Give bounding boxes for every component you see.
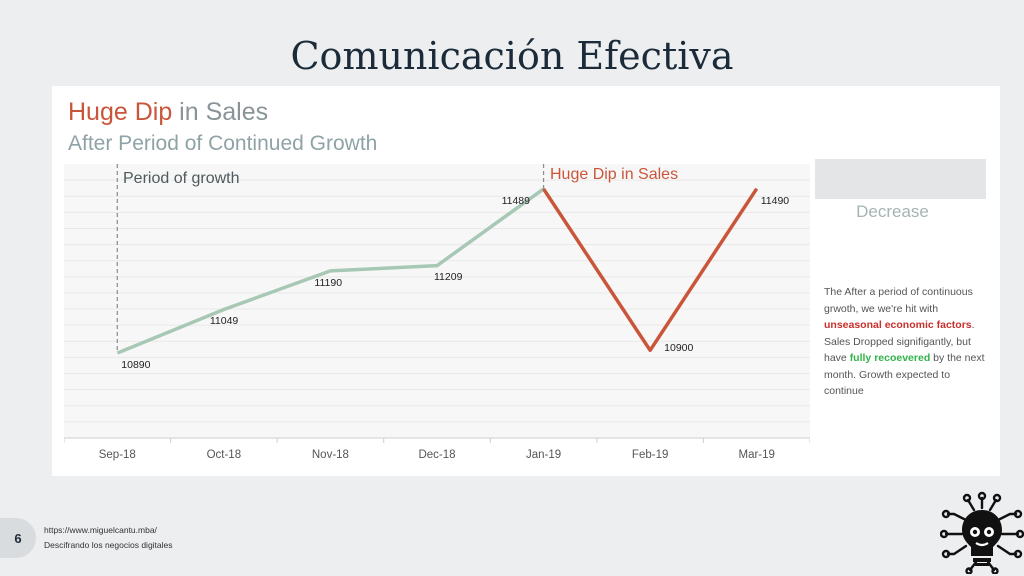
chart-subtitle: After Period of Continued Growth: [68, 132, 378, 155]
x-tick-label-mar-19: Mar-19: [738, 449, 775, 461]
x-tick-label-jan-19: Jan-19: [525, 449, 562, 461]
legend-swatch: [815, 159, 986, 199]
data-label-feb-19: 10900: [664, 342, 694, 355]
growth-period-label: Period of growth: [123, 170, 240, 187]
data-label-sep-18: 10890: [121, 359, 151, 372]
note-highlight-red: unseasonal economic factors: [824, 319, 972, 331]
dip-series-line: [542, 187, 759, 353]
annotation-note: The After a period of continuous grwoth,…: [824, 284, 989, 400]
chart-svg: [64, 164, 810, 443]
note-text-1: The After a period of continuous grwoth,…: [824, 286, 973, 315]
page-number: 6: [0, 518, 36, 558]
data-label-nov-18: 11190: [314, 276, 343, 289]
chart-title: Huge Dip in Sales: [68, 98, 268, 127]
x-tick-label-sep-18: Sep-18: [98, 449, 136, 461]
slide-title: Comunicación Efectiva: [290, 34, 734, 78]
dip-period-label: Huge Dip in Sales: [550, 166, 679, 183]
lightbulb-brain-circuit-icon: [940, 491, 1024, 574]
footer-tagline: Descifrando los negocios digitales: [44, 540, 173, 550]
note-text-2: . Sales Dropped signifigantly, but have: [824, 319, 975, 364]
chart-title-accent: Huge Dip: [68, 98, 173, 126]
data-label-jan-19: 11489: [501, 194, 530, 207]
chart-panel: Huge Dip in Sales After Period of Contin…: [52, 86, 1000, 476]
chart-title-rest: in Sales: [172, 98, 269, 126]
x-tick-label-oct-18: Oct-18: [206, 449, 242, 461]
x-tick-label-dec-18: Dec-18: [418, 449, 456, 461]
data-label-mar-19: 11490: [760, 194, 790, 207]
line-chart: Period of growth Huge Dip in Sales 10890…: [64, 164, 810, 474]
note-highlight-green: fully recoevered: [849, 352, 931, 364]
legend-label: Decrease: [856, 202, 929, 221]
x-tick-label-nov-18: Nov-18: [311, 449, 349, 461]
x-tick-label-feb-19: Feb-19: [631, 449, 669, 461]
note-text-3: by the next month. Growth expected to co…: [824, 352, 985, 397]
data-label-oct-18: 11049: [209, 315, 239, 328]
growth-series-line: [116, 187, 545, 355]
data-label-dec-18: 11209: [434, 270, 463, 283]
plot-background: [64, 164, 810, 438]
footer-url[interactable]: https://www.miguelcantu.mba/: [44, 525, 157, 535]
